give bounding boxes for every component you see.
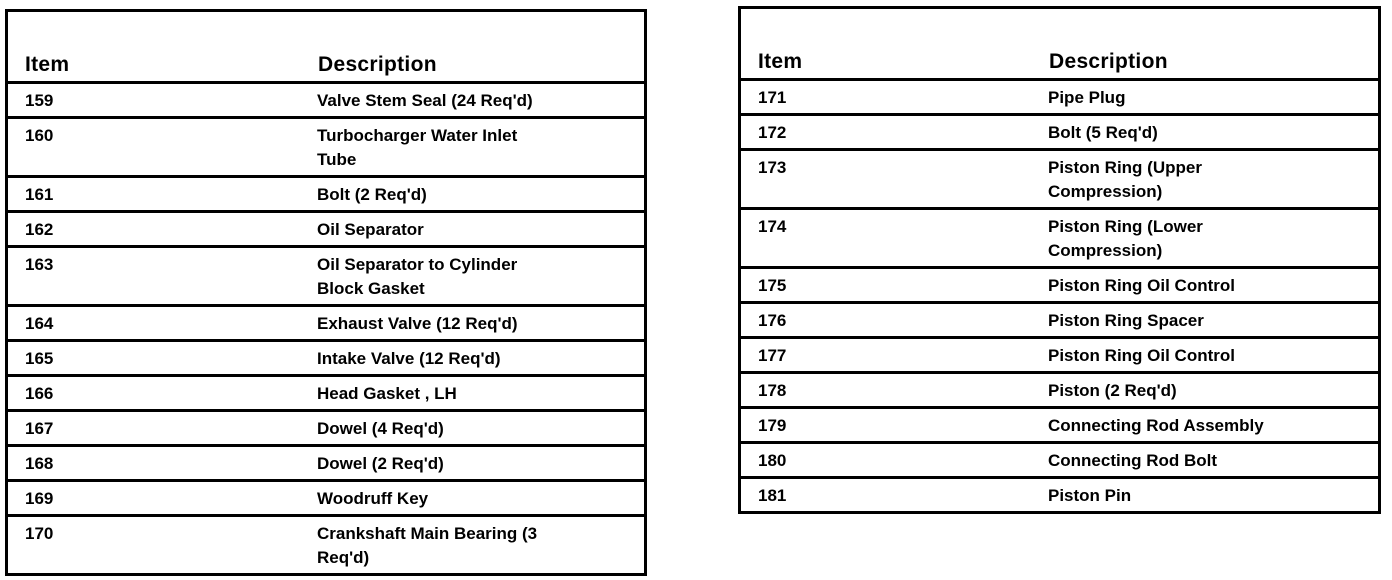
table-row: 165 Intake Valve (12 Req'd)	[8, 342, 644, 377]
item-description: Piston (2 Req'd)	[1048, 381, 1177, 400]
item-number: 170	[25, 524, 54, 543]
item-description: Dowel (2 Req'd)	[317, 454, 444, 473]
parts-table-right: Item Description 171 Pipe Plug 172 Bolt (5 …	[738, 6, 1381, 514]
item-description: Oil Separator	[317, 220, 424, 239]
item-description: Piston Ring (Upper Compression)	[1048, 158, 1202, 201]
item-number: 179	[758, 416, 787, 435]
table-row: 167 Dowel (4 Req'd)	[8, 412, 644, 447]
item-number: 161	[25, 185, 54, 204]
table-row: 159 Valve Stem Seal (24 Req'd)	[8, 84, 644, 119]
table-row: 174 Piston Ring (Lower Compression)	[741, 210, 1378, 269]
table-row: 181 Piston Pin	[741, 479, 1378, 511]
parts-table-left: Item Description 159 Valve Stem Seal (24 …	[5, 9, 647, 576]
item-number: 159	[25, 91, 54, 110]
item-description: Piston Pin	[1048, 486, 1132, 505]
table-row: 176 Piston Ring Spacer	[741, 304, 1378, 339]
item-number: 178	[758, 381, 787, 400]
item-number: 162	[25, 220, 54, 239]
table-row: 180 Connecting Rod Bolt	[741, 444, 1378, 479]
item-number: 177	[758, 346, 787, 365]
item-number: 174	[758, 217, 787, 236]
table-row: 177 Piston Ring Oil Control	[741, 339, 1378, 374]
item-number: 169	[25, 489, 54, 508]
table-row: 162 Oil Separator	[8, 213, 644, 248]
item-description: Piston Ring (Lower Compression)	[1048, 217, 1203, 260]
item-number: 175	[758, 276, 787, 295]
item-description: Connecting Rod Bolt	[1048, 451, 1218, 470]
item-description: Intake Valve (12 Req'd)	[317, 349, 501, 368]
item-number: 165	[25, 349, 54, 368]
table-row: 172 Bolt (5 Req'd)	[741, 116, 1378, 151]
item-description: Valve Stem Seal (24 Req'd)	[317, 91, 533, 110]
item-description: Connecting Rod Assembly	[1048, 416, 1264, 435]
item-number: 176	[758, 311, 787, 330]
item-number: 167	[25, 419, 54, 438]
table-row: 178 Piston (2 Req'd)	[741, 374, 1378, 409]
item-description: Dowel (4 Req'd)	[317, 419, 444, 438]
item-description: Bolt (5 Req'd)	[1048, 123, 1158, 142]
item-number: 168	[25, 454, 54, 473]
item-description: Piston Ring Oil Control	[1048, 276, 1235, 295]
item-description: Woodruff Key	[317, 489, 429, 508]
item-description: Head Gasket , LH	[317, 384, 457, 403]
item-description: Piston Ring Spacer	[1048, 311, 1204, 330]
table-header: Item Description	[741, 9, 1378, 81]
table-row: 166 Head Gasket , LH	[8, 377, 644, 412]
table-row: 168 Dowel (2 Req'd)	[8, 447, 644, 482]
table-row: 170 Crankshaft Main Bearing (3 Req'd)	[8, 517, 644, 573]
column-header-description: Description	[1049, 50, 1168, 73]
table-row: 173 Piston Ring (Upper Compression)	[741, 151, 1378, 210]
item-number: 173	[758, 158, 787, 177]
item-number: 181	[758, 486, 787, 505]
item-description: Piston Ring Oil Control	[1048, 346, 1235, 365]
table-row: 163 Oil Separator to Cylinder Block Gaske…	[8, 248, 644, 307]
item-description: Exhaust Valve (12 Req'd)	[317, 314, 518, 333]
item-number: 172	[758, 123, 787, 142]
table-row: 164 Exhaust Valve (12 Req'd)	[8, 307, 644, 342]
table-row: 161 Bolt (2 Req'd)	[8, 178, 644, 213]
column-header-item: Item	[758, 50, 803, 73]
table-header: Item Description	[8, 12, 644, 84]
item-number: 171	[758, 88, 787, 107]
table-row: 171 Pipe Plug	[741, 81, 1378, 116]
table-row: 179 Connecting Rod Assembly	[741, 409, 1378, 444]
item-number: 160	[25, 126, 54, 145]
item-number: 166	[25, 384, 54, 403]
item-description: Turbocharger Water Inlet Tube	[317, 126, 518, 169]
item-description: Pipe Plug	[1048, 88, 1126, 107]
table-row: 169 Woodruff Key	[8, 482, 644, 517]
table-row: 175 Piston Ring Oil Control	[741, 269, 1378, 304]
item-description: Oil Separator to Cylinder Block Gasket	[317, 255, 518, 298]
column-header-description: Description	[318, 53, 437, 76]
item-number: 164	[25, 314, 54, 333]
item-number: 163	[25, 255, 54, 274]
table-row: 160 Turbocharger Water Inlet Tube	[8, 119, 644, 178]
item-description: Crankshaft Main Bearing (3 Req'd)	[317, 524, 538, 567]
item-number: 180	[758, 451, 787, 470]
column-header-item: Item	[25, 53, 70, 76]
item-description: Bolt (2 Req'd)	[317, 185, 427, 204]
